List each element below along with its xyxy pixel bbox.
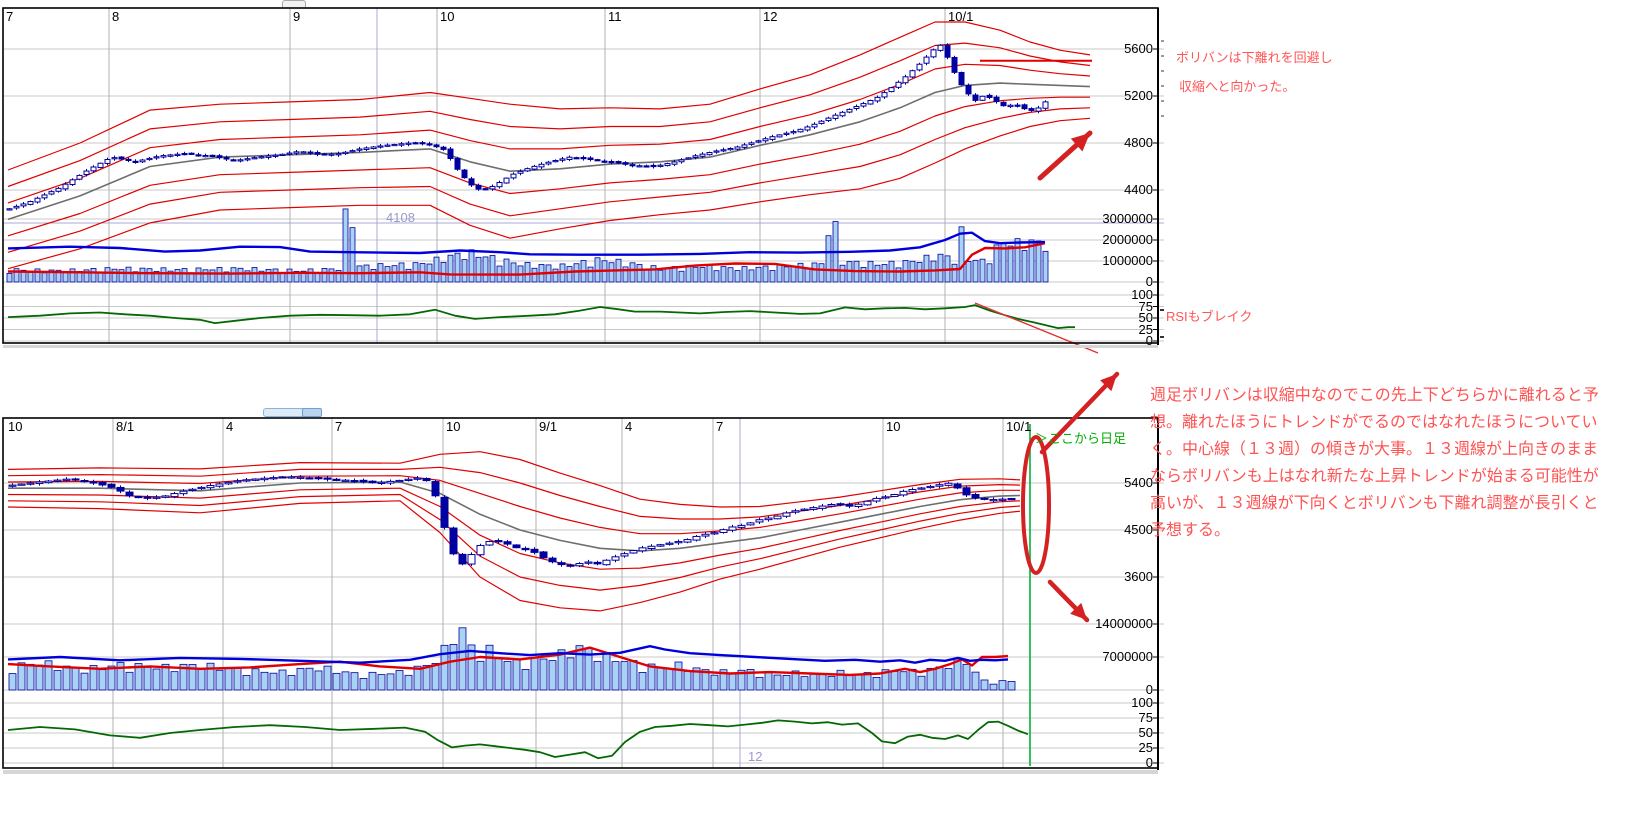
weekly-chart-month-label: 4 — [625, 419, 633, 434]
weekly-note-line1: 週足ボリバンは収縮中なのでこの先上下どちらかに離れると予 — [1150, 387, 1599, 404]
daily-chart-axis-label: 100 — [1131, 287, 1153, 302]
daily-chart-month-label: 10 — [440, 9, 455, 24]
daily-price-crosshair-label: 4108 — [386, 210, 415, 225]
daily-note-line2: 収縮へと向かった。 — [1179, 79, 1296, 94]
weekly-chart-axis-label: 14000000 — [1095, 616, 1153, 631]
weekly-chart-month-label: 9/1 — [539, 419, 558, 434]
weekly-chart-axis-label: 0 — [1145, 755, 1153, 770]
weekly-crosshair-label: 12 — [748, 749, 763, 764]
weekly-chart-month-label: 7 — [335, 419, 343, 434]
weekly-chart-axis-label: 5400 — [1124, 475, 1153, 490]
daily-chart-axis-label: 1000000 — [1102, 253, 1153, 268]
rsi-break-note: RSIもブレイク — [1166, 309, 1253, 324]
weekly-note-line3: く。中心線（１３週）の傾きが大事。１３週線が上向きのまま — [1150, 441, 1599, 458]
weekly-chart-axis-label: 0 — [1145, 682, 1153, 697]
daily-chart-axis-label: 25 — [1138, 321, 1153, 337]
weekly-note-line5: 高いが、１３週線が下向くとボリバンも下離れ調整が長引くと — [1150, 495, 1599, 512]
daily-chart-axis-label: 0 — [1145, 274, 1153, 289]
daily-chart-month-label: 7 — [6, 9, 14, 24]
daily-chart-axis-label: 3000000 — [1102, 211, 1153, 226]
weekly-chart-month-label: 10 — [446, 419, 461, 434]
daily-chart-month-label: 9 — [293, 9, 301, 24]
weekly-note-line4: ならボリバンも上はなれ新たな上昇トレンドが始まる可能性が — [1150, 468, 1599, 485]
weekly-chart-bottom-shadow — [3, 770, 1158, 774]
daily-chart-axis-label: 0 — [1145, 333, 1153, 348]
daily-chart-axis-label: 50 — [1138, 310, 1153, 325]
from-here-daily-label: ＞ここから日足 — [1035, 431, 1127, 446]
daily-chart-bottom-shadow — [3, 345, 1158, 348]
weekly-chart-axis-label: 100 — [1131, 695, 1153, 710]
weekly-chart-axis-label: 3600 — [1124, 569, 1153, 584]
weekly-chart-month-label: 10 — [886, 419, 901, 434]
daily-chart-month-label: 11 — [608, 9, 622, 24]
weekly-chart-month-label: 7 — [716, 419, 724, 434]
daily-chart-month-label: 12 — [763, 9, 778, 24]
daily-chart-axis-label: 5200 — [1124, 88, 1153, 103]
weekly-chart-month-label: 10/1 — [1006, 419, 1032, 434]
weekly-chart-axis-label: 25 — [1138, 740, 1153, 755]
daily-note-line1: ボリバンは下離れを回避し — [1176, 50, 1333, 65]
weekly-chart-axis-label: 4500 — [1124, 522, 1153, 537]
weekly-note-line2: 想。離れたほうにトレンドがでるのではなれたほうについてい — [1150, 414, 1598, 431]
daily-chart-axis-label: 5600 — [1124, 41, 1153, 56]
daily-chart-month-label: 8 — [112, 9, 120, 24]
weekly-chart-axis-label: 75 — [1138, 710, 1153, 725]
scrollbar-fragment-top[interactable] — [282, 0, 306, 7]
daily-chart-axis-label: 4800 — [1124, 135, 1153, 150]
weekly-note-line6: 予想する。 — [1150, 522, 1231, 539]
weekly-chart-axis-label: 50 — [1138, 725, 1153, 740]
weekly-chart-month-label: 10 — [8, 419, 23, 434]
daily-chart-axis-label: 75 — [1138, 298, 1153, 314]
weekly-chart-month-label: 8/1 — [116, 419, 135, 434]
weekly-chart-axis-label: 7000000 — [1102, 649, 1153, 664]
weekly-chart-month-label: 4 — [226, 419, 234, 434]
scrollbar-thumb-fragment[interactable] — [302, 408, 322, 417]
daily-chart-month-label: 10/1 — [948, 9, 974, 24]
daily-chart-axis-label: 4400 — [1124, 182, 1153, 197]
daily-chart-axis-label: 2000000 — [1102, 232, 1153, 247]
